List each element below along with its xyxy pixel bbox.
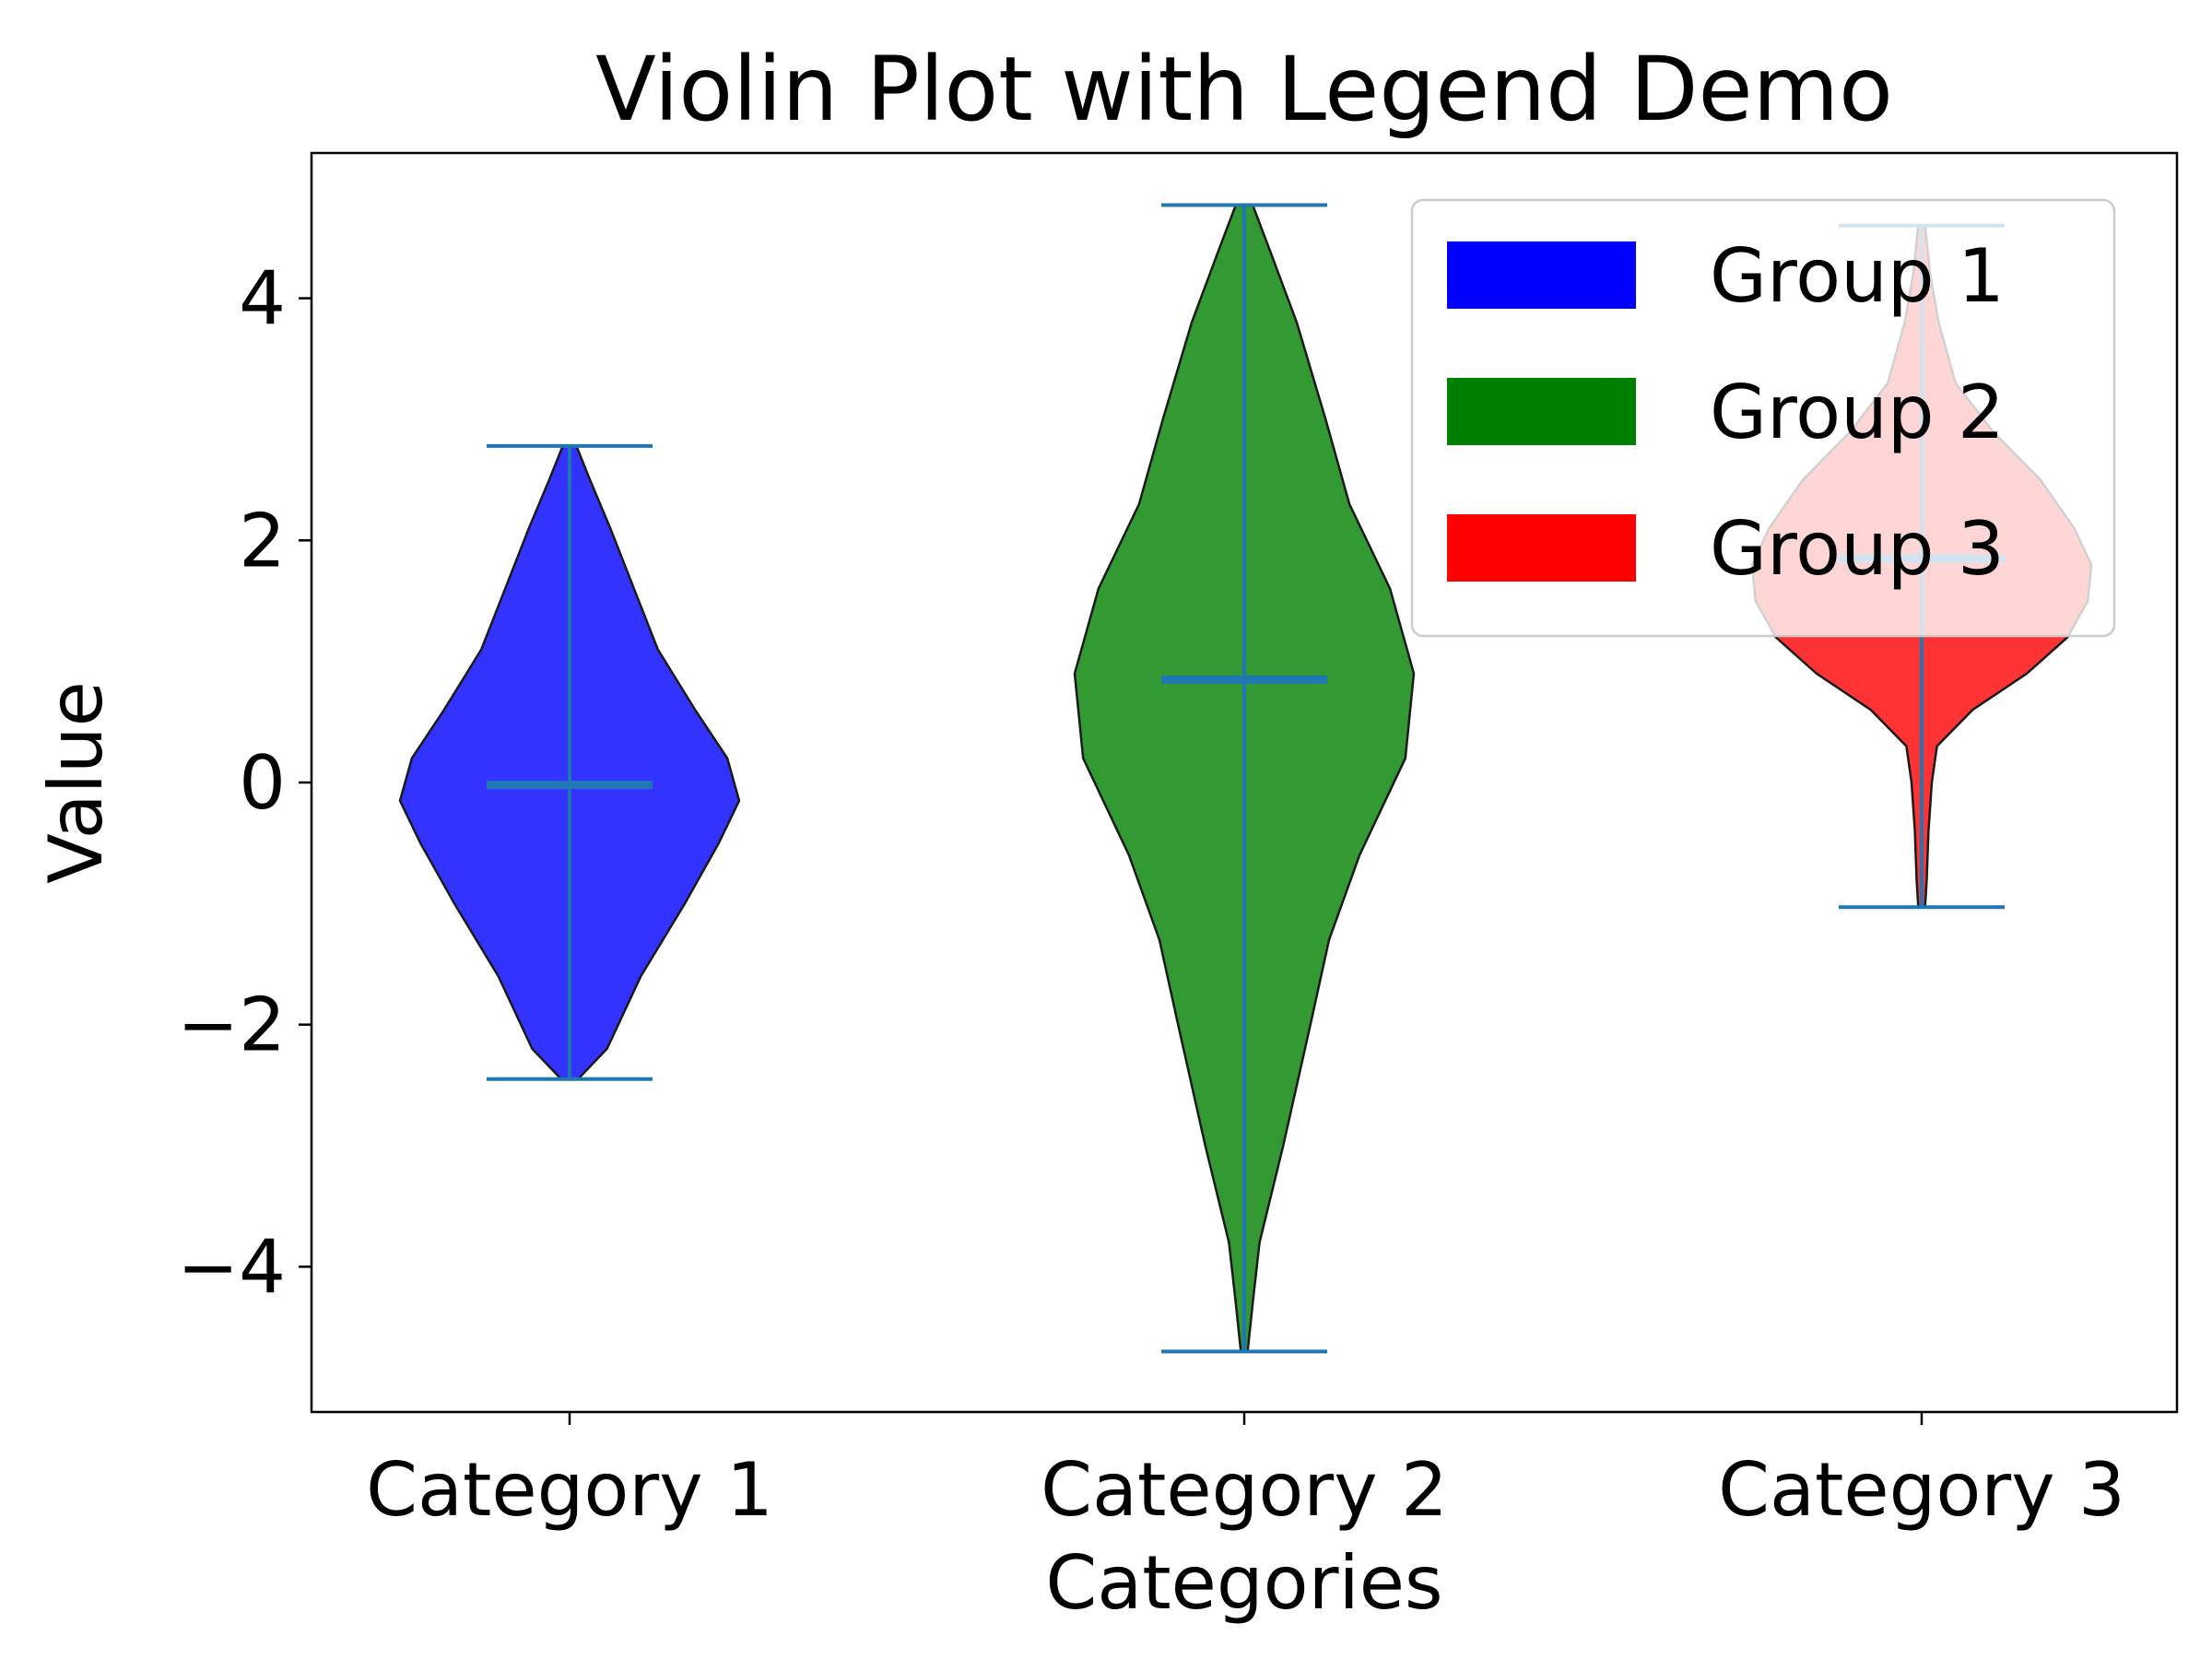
- y-tick-label: 4: [239, 256, 286, 342]
- chart-title: Violin Plot with Legend Demo: [595, 38, 1893, 141]
- y-tick-label: 2: [239, 498, 286, 583]
- y-axis-label: Value: [33, 681, 119, 884]
- y-tick-label: −2: [177, 982, 286, 1068]
- x-axis: Category 1 Category 2 Category 3: [366, 1412, 2125, 1533]
- y-axis: −4 −2 0 2 4: [177, 256, 312, 1310]
- legend-swatch: [1447, 241, 1636, 309]
- legend-swatch: [1447, 378, 1636, 445]
- y-tick-label: −4: [177, 1224, 286, 1310]
- x-axis-label: Categories: [1045, 1540, 1442, 1626]
- legend-label: Group 3: [1710, 506, 2005, 592]
- plot-frame: [310, 151, 2179, 1414]
- legend-swatch: [1447, 514, 1636, 582]
- legend-label: Group 1: [1710, 233, 2005, 319]
- x-tick-label: Category 2: [1041, 1447, 1448, 1533]
- plot-area: [398, 203, 2093, 1354]
- legend: Group 1 Group 2 Group 3: [1410, 198, 2116, 638]
- x-tick-label: Category 3: [1718, 1447, 2125, 1533]
- y-tick-label: 0: [239, 740, 286, 826]
- legend-label: Group 2: [1710, 370, 2005, 455]
- x-tick-label: Category 1: [366, 1447, 773, 1533]
